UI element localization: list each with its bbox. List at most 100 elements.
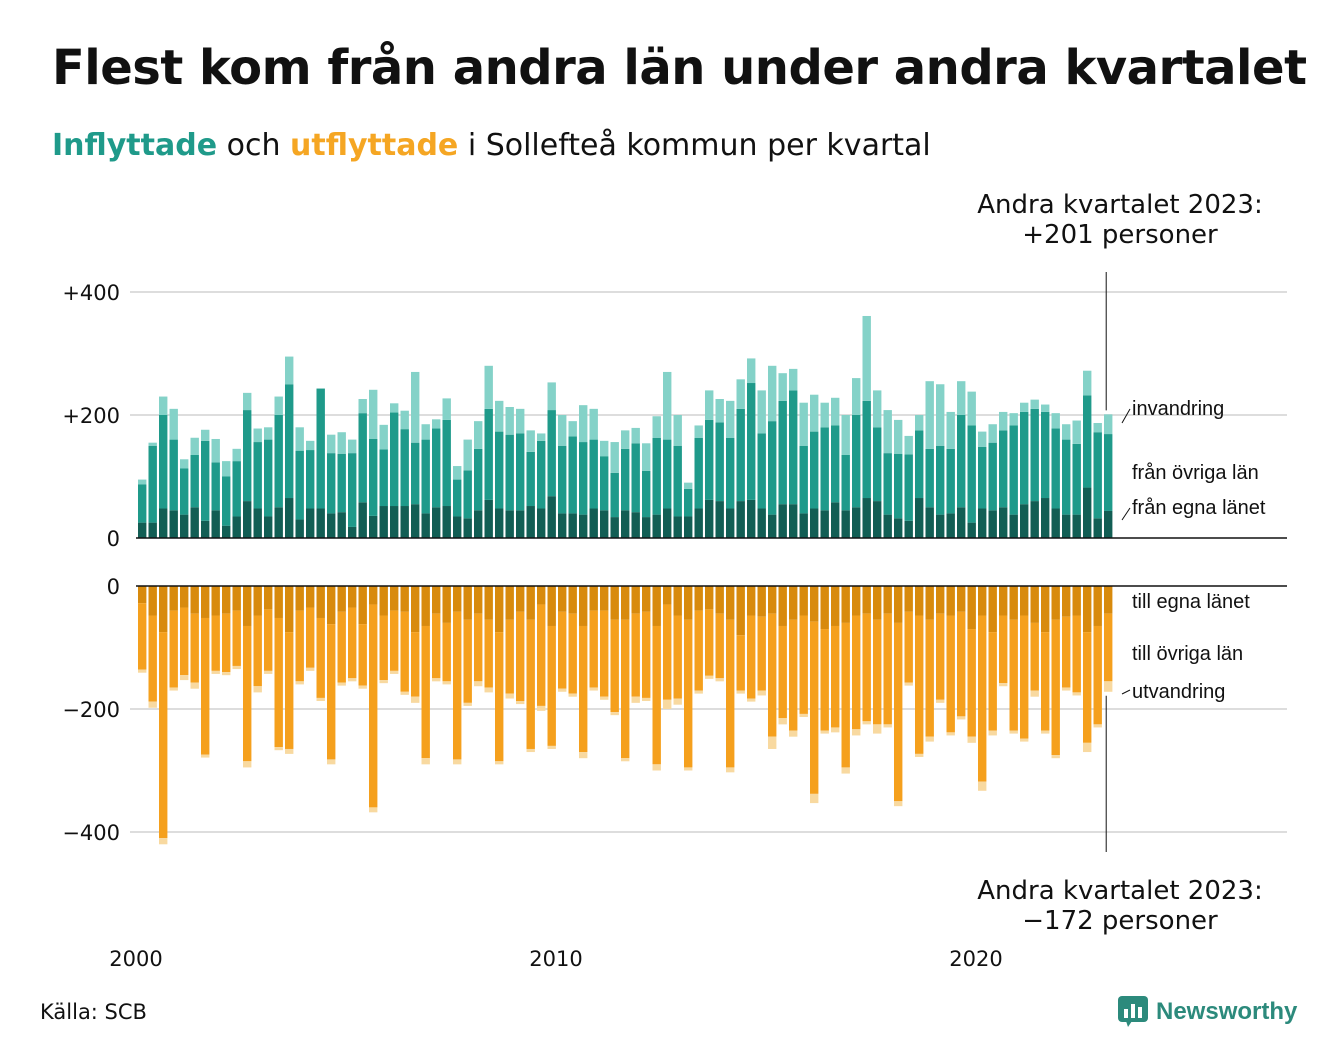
bar-out-emi [505,693,514,699]
bar-in-imm [988,424,997,443]
bar-in-other [411,442,420,505]
bar-out-emi [946,732,955,736]
bar-out-emi [453,759,462,765]
bar-out-other [148,615,157,702]
bar-out-emi [904,682,913,686]
newsworthy-logo[interactable]: Newsworthy [1118,996,1297,1028]
bar-in-imm [547,382,556,411]
bar-out-emi [663,699,672,709]
bar-in-own [726,508,735,538]
bar-out-other [442,622,451,682]
bar-out-other [747,615,756,699]
bar-out-own [1093,586,1102,626]
bar-in-own [600,510,609,538]
bar-in-own [253,508,262,538]
bar-out-emi [484,687,493,693]
bar-in-own [474,510,483,538]
bar-out-other [474,613,483,682]
bar-out-own [810,586,819,622]
bar-out-own [421,586,430,626]
bar-in-other [1009,425,1018,515]
bar-out-other [768,613,777,737]
bar-out-other [369,604,378,808]
bar-out-own [442,586,451,623]
bar-in-other [1083,395,1092,488]
bar-out-other [715,613,724,679]
bar-in-other [726,437,735,509]
bar-in-own [390,506,399,538]
bar-in-imm [159,396,168,415]
bar-in-imm [999,411,1008,431]
bar-in-imm [579,405,588,443]
bar-in-imm [369,389,378,439]
bar-out-other [967,629,976,737]
bar-in-own [201,520,210,538]
bar-out-own [138,586,147,604]
bar-out-own [946,586,955,616]
bar-out-other [988,632,997,731]
bar-out-other [484,619,493,688]
series-label-out: till egna länet [1132,591,1250,613]
bar-out-emi [400,691,409,695]
bar-out-other [642,611,651,698]
bar-out-emi [148,701,157,708]
bar-in-imm [495,400,504,432]
bar-out-own [285,586,294,633]
bar-out-other [1062,616,1071,688]
bar-in-imm [757,390,766,434]
bar-in-imm [1030,399,1039,409]
bar-in-own [495,508,504,538]
bar-out-own [558,586,567,612]
bar-out-other [925,619,934,737]
bar-out-other [789,619,798,731]
bar-in-imm [631,427,640,444]
bar-in-own [631,512,640,538]
bar-out-other [1083,632,1092,743]
bar-in-own [831,502,840,538]
bar-out-other [1009,619,1018,731]
bar-out-own [484,586,493,620]
bar-in-own [285,498,294,538]
bar-in-own [862,498,871,538]
bar-in-own [715,501,724,538]
bar-in-imm [621,430,630,449]
bar-out-other [568,613,577,694]
bar-out-other [295,610,304,682]
bar-in-other [778,400,787,505]
bar-in-imm [253,428,262,443]
bar-in-own [421,513,430,538]
bar-out-other [432,613,441,679]
bar-in-other [715,422,724,502]
bar-out-other [285,632,294,749]
bar-in-own [337,512,346,538]
bar-out-emi [442,681,451,685]
series-label-out: utvandring [1132,681,1225,703]
bar-in-own [747,499,756,538]
bar-out-own [316,586,325,618]
bar-out-other [243,625,252,762]
bar-out-own [631,586,640,614]
bar-in-own [1104,510,1113,538]
bar-in-imm [474,421,483,449]
y-tick-label-bottom: −200 [62,698,120,722]
bar-out-emi [285,748,294,754]
bar-in-imm [1093,422,1102,433]
bar-out-own [159,586,168,633]
bar-in-imm [537,433,546,441]
bar-in-other [138,484,147,523]
bar-chart-logo-icon [1118,996,1148,1027]
y-tick-label-top: +400 [62,281,120,305]
bar-in-imm [684,482,693,489]
bar-in-imm [936,384,945,446]
bar-in-own [169,510,178,538]
bar-in-own [568,513,577,538]
bar-out-emi [274,747,283,751]
bar-in-own [295,519,304,538]
bar-out-own [873,586,882,620]
bar-out-emi [642,697,651,702]
bar-out-emi [999,683,1008,687]
bar-out-emi [1104,681,1113,692]
bar-in-imm [841,415,850,455]
bar-in-other [621,448,630,511]
bar-in-other [978,446,987,509]
